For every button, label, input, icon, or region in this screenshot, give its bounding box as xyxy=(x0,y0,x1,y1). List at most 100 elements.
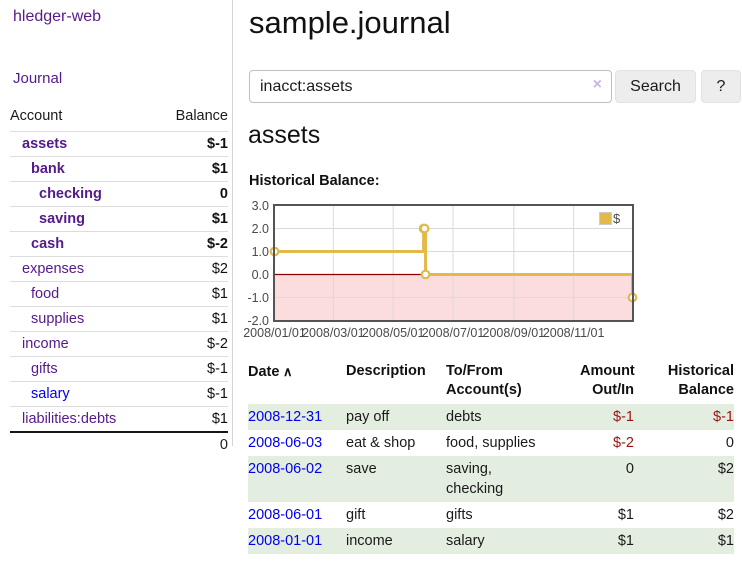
account-row: income $-2 xyxy=(10,331,228,357)
account-link[interactable]: salary xyxy=(31,386,70,402)
transaction-row: 2008-06-01 gift gifts $1 $2 xyxy=(248,502,734,528)
account-link[interactable]: supplies xyxy=(31,311,85,327)
x-axis-tick-label: 2008/05/01 xyxy=(361,326,425,340)
transaction-balance: $2 xyxy=(717,507,734,523)
sort-ascending-icon: ∧ xyxy=(279,364,293,379)
legend-series-label: $ xyxy=(613,211,621,226)
account-link[interactable]: expenses xyxy=(22,261,85,277)
account-row: food $1 xyxy=(10,281,228,307)
account-row: gifts $-1 xyxy=(10,356,228,382)
account-balance: $1 xyxy=(156,156,228,182)
balance-column-header: Balance xyxy=(175,108,228,124)
account-balance: $1 xyxy=(156,406,228,432)
account-balance: $-1 xyxy=(156,131,228,157)
x-axis-tick-label: 2008/03/01 xyxy=(302,326,365,340)
transaction-accounts: debts xyxy=(446,409,482,425)
account-column-header: Account xyxy=(10,108,63,124)
nav-journal-link[interactable]: Journal xyxy=(13,70,63,87)
app-title-link[interactable]: hledger-web xyxy=(13,8,102,25)
chart-legend: $ xyxy=(599,211,620,226)
account-row: assets $-1 xyxy=(10,131,228,157)
account-link[interactable]: checking xyxy=(39,186,102,202)
transaction-amount: $1 xyxy=(617,507,634,523)
account-balance: $-1 xyxy=(156,356,228,382)
account-link[interactable]: bank xyxy=(31,161,65,177)
transaction-accounts: gifts xyxy=(446,507,473,523)
search-form: × Search ? xyxy=(249,70,742,103)
account-row: expenses $2 xyxy=(10,256,228,282)
x-axis-tick-label: 2008/01/01 xyxy=(243,326,306,340)
transaction-amount: $-1 xyxy=(613,409,634,425)
transaction-row: 2008-01-01 income salary $1 $1 xyxy=(248,528,734,554)
transaction-date-link[interactable]: 2008-06-02 xyxy=(248,461,323,477)
transaction-balance: $-1 xyxy=(713,409,734,425)
legend-color-swatch xyxy=(599,212,612,225)
account-row: cash $-2 xyxy=(10,231,228,257)
account-balance: 0 xyxy=(156,181,228,207)
transaction-description: pay off xyxy=(346,409,390,425)
y-axis-tick-label: 1.0 xyxy=(251,244,269,259)
chart-plot-area xyxy=(269,204,638,322)
x-axis-tick-label: 2008/09/01 xyxy=(482,326,546,340)
register-column-header: Amount Out/In xyxy=(580,363,635,398)
transaction-date-link[interactable]: 2008-06-03 xyxy=(248,435,323,451)
account-link[interactable]: cash xyxy=(31,236,65,252)
y-axis-tick-label: -2.0 xyxy=(247,313,269,328)
accounts-total-row: 0 xyxy=(10,431,228,457)
transaction-accounts: saving, checking xyxy=(446,461,504,497)
account-balance: $2 xyxy=(156,256,228,282)
transaction-row: 2008-12-31 pay off debts $-1 $-1 xyxy=(248,404,734,430)
chart-title: Historical Balance: xyxy=(249,173,380,189)
search-box: × xyxy=(249,70,612,103)
transaction-description: income xyxy=(346,533,393,549)
register-column-header: Description xyxy=(346,363,426,379)
account-balance: $-2 xyxy=(156,231,228,257)
sidebar: hledger-web Journal Account Balance asse… xyxy=(0,0,233,457)
y-axis-tick-label: -1.0 xyxy=(247,290,269,305)
search-button[interactable]: Search xyxy=(615,70,696,103)
transaction-amount: $1 xyxy=(617,533,634,549)
register-column-header: Historical Balance xyxy=(667,363,734,398)
account-link[interactable]: saving xyxy=(39,211,85,227)
account-row: checking 0 xyxy=(10,181,228,207)
transaction-description: gift xyxy=(346,507,366,523)
account-link[interactable]: liabilities:debts xyxy=(22,411,117,427)
register-sort-header-date[interactable]: Date ∧ xyxy=(248,364,293,380)
account-balance: $-1 xyxy=(156,381,228,407)
y-axis-tick-label: 0.0 xyxy=(251,267,269,282)
accounts-table: Account Balance assets $-1 bank $1 checking 0… xyxy=(10,104,228,457)
account-link[interactable]: assets xyxy=(22,136,68,152)
account-row: salary $-1 xyxy=(10,381,228,407)
account-link[interactable]: gifts xyxy=(31,361,58,377)
help-button[interactable]: ? xyxy=(701,70,741,103)
transaction-amount: 0 xyxy=(625,461,634,477)
y-axis-tick-label: 3.0 xyxy=(251,198,269,213)
account-link[interactable]: food xyxy=(31,286,60,302)
account-balance: $1 xyxy=(156,281,228,307)
transaction-date-link[interactable]: 2008-06-01 xyxy=(248,507,323,523)
transaction-balance: $1 xyxy=(717,533,734,549)
page-title: sample.journal xyxy=(249,5,451,40)
transaction-date-link[interactable]: 2008-01-01 xyxy=(248,533,323,549)
historical-balance-chart: 3.0 2.0 1.0 0.0 -1.0 -2.0 2008/01/01 2008/03/01… xyxy=(243,199,667,352)
account-balance: $-2 xyxy=(156,331,228,357)
accounts-total-value: 0 xyxy=(156,431,228,457)
transaction-accounts: food, supplies xyxy=(446,435,536,451)
transaction-balance: $2 xyxy=(717,461,734,477)
account-balance: $1 xyxy=(156,306,228,332)
transaction-row: 2008-06-02 save saving, checking 0 $2 xyxy=(248,456,734,502)
transaction-amount: $-2 xyxy=(613,435,634,451)
account-row: liabilities:debts $1 xyxy=(10,406,228,432)
y-axis-tick-label: 2.0 xyxy=(251,221,269,236)
x-axis-tick-label: 2008/11/01 xyxy=(542,326,605,340)
account-row: supplies $1 xyxy=(10,306,228,332)
transaction-date-link[interactable]: 2008-12-31 xyxy=(248,409,323,425)
register-table: Date ∧ Description To/From Account(s) Amount… xyxy=(248,357,734,554)
register-header-row: Date ∧ Description To/From Account(s) Amount… xyxy=(248,357,734,404)
search-input[interactable] xyxy=(249,70,612,103)
account-link[interactable]: income xyxy=(22,336,69,352)
account-heading: assets xyxy=(248,121,321,149)
transaction-row: 2008-06-03 eat & shop food, supplies $-2 0 xyxy=(248,430,734,456)
clear-search-icon[interactable]: × xyxy=(592,76,602,93)
